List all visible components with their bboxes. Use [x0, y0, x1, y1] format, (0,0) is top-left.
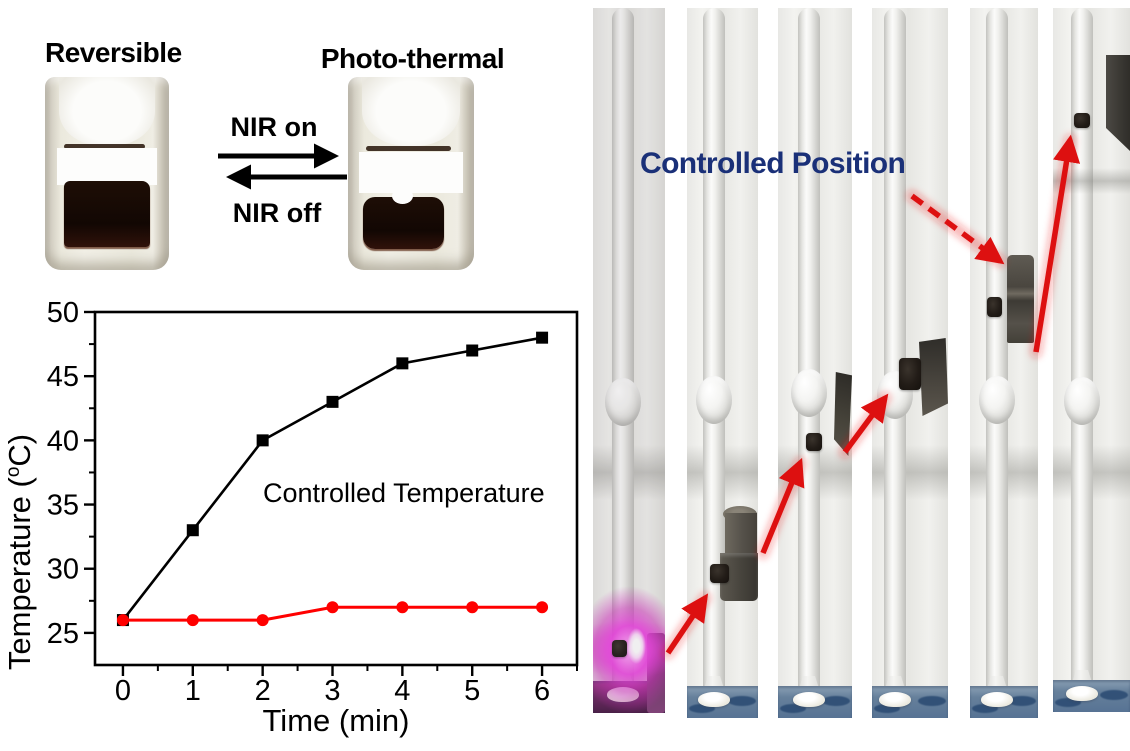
y-tick-label: 50 — [47, 297, 79, 329]
vial-photo-shrunken — [348, 77, 474, 270]
gel-sample — [987, 297, 1002, 317]
base-hole — [972, 704, 998, 713]
x-tick-label: 6 — [534, 675, 550, 707]
magnet-object — [919, 338, 948, 416]
gel-sample — [710, 564, 729, 583]
glass-tube — [884, 8, 906, 718]
panel-1 — [593, 8, 665, 713]
panel-2 — [687, 8, 758, 718]
black-squares-heated-marker — [186, 524, 199, 537]
position-arrow-dashed — [910, 193, 1005, 265]
red-circles-control-marker — [116, 614, 129, 627]
y-tick-label: 35 — [47, 490, 79, 522]
panel-4 — [872, 8, 948, 718]
mounting-putty — [879, 692, 911, 707]
x-tick-label: 2 — [255, 675, 271, 707]
glass-tube — [798, 8, 820, 718]
y-tick-label: 30 — [47, 554, 79, 586]
panel-6 — [1053, 8, 1130, 712]
base-hole — [918, 696, 946, 706]
backlight-band — [359, 152, 463, 193]
mounting-putty — [981, 692, 1013, 707]
hydrogel-shrunken — [363, 187, 444, 249]
gel-sample — [1074, 113, 1090, 128]
base-hole — [728, 696, 756, 706]
glass-tube — [703, 8, 725, 718]
nir-on-label: NIR on — [230, 112, 318, 142]
red-circles-control-marker — [396, 601, 409, 614]
magnet-object — [1007, 255, 1034, 343]
reversible-label: Reversible — [45, 37, 182, 68]
x-tick-label: 3 — [324, 675, 340, 707]
black-squares-heated-marker — [256, 434, 269, 447]
panel-5 — [970, 8, 1038, 718]
base-hole — [1008, 696, 1036, 706]
x-tick-label: 4 — [394, 675, 410, 707]
black-squares-heated-marker — [396, 357, 409, 370]
plot-frame — [93, 310, 579, 667]
base-hole — [780, 704, 806, 713]
nir-off-label: NIR off — [232, 198, 322, 228]
x-tick-label: 5 — [464, 675, 480, 707]
tube-bulb — [791, 369, 827, 417]
base-hole — [1100, 690, 1128, 700]
position-arrow — [842, 393, 889, 454]
position-arrow — [665, 593, 709, 655]
black-squares-heated-marker — [326, 395, 339, 408]
red-circles-control-marker — [536, 601, 549, 614]
controlled-position-label: Controlled Position — [640, 147, 906, 180]
position-arrows-overlay — [662, 134, 1081, 659]
mounting-putty — [793, 692, 825, 707]
position-arrow — [760, 457, 805, 555]
position-arrow — [1033, 134, 1081, 353]
red-circles-control-marker — [326, 601, 339, 614]
vial-frost-glass — [58, 77, 156, 147]
y-axis-label: Temperature (oC) — [2, 434, 37, 670]
red-circles-control-marker — [466, 601, 479, 614]
y-tick-label: 45 — [47, 361, 79, 393]
base-hole — [689, 704, 715, 713]
magnet-object — [834, 372, 852, 456]
black-squares-heated-marker — [466, 344, 479, 357]
vial-frost-glass — [361, 77, 461, 147]
tube-bulb — [696, 376, 732, 424]
glass-tube — [986, 8, 1008, 718]
meniscus-line — [365, 146, 452, 152]
backlight-band — [57, 148, 157, 186]
panel-3 — [778, 8, 852, 718]
x-tick-label: 0 — [115, 675, 131, 707]
black-squares-heated-marker — [536, 331, 549, 344]
nir-reversible-arrows — [218, 143, 347, 190]
vial-photo-swollen — [45, 77, 169, 270]
y-tick-label: 40 — [47, 425, 79, 457]
gel-sample — [806, 433, 822, 451]
mounting-putty — [1066, 686, 1098, 701]
hydrogel-swollen — [63, 181, 151, 247]
mounting-putty — [698, 692, 730, 707]
meniscus-line — [63, 143, 146, 149]
x-tick-label: 1 — [185, 675, 201, 707]
glass-tube — [1071, 8, 1093, 712]
tube-bulb — [979, 376, 1015, 424]
base-hole — [874, 704, 900, 713]
magnet-object — [725, 513, 757, 555]
chart-annotation: Controlled Temperature — [263, 478, 545, 508]
tube-bulb — [1064, 377, 1100, 425]
photo-thermal-label: Photo-thermal — [320, 43, 505, 74]
red-circles-control-marker — [256, 614, 269, 627]
base-hole — [822, 696, 850, 706]
y-tick-label: 25 — [47, 618, 79, 650]
x-axis-label: Time (min) — [263, 703, 410, 738]
red-circles-control-marker — [186, 614, 199, 627]
gel-sample — [899, 358, 921, 390]
base-hole — [1055, 698, 1081, 707]
